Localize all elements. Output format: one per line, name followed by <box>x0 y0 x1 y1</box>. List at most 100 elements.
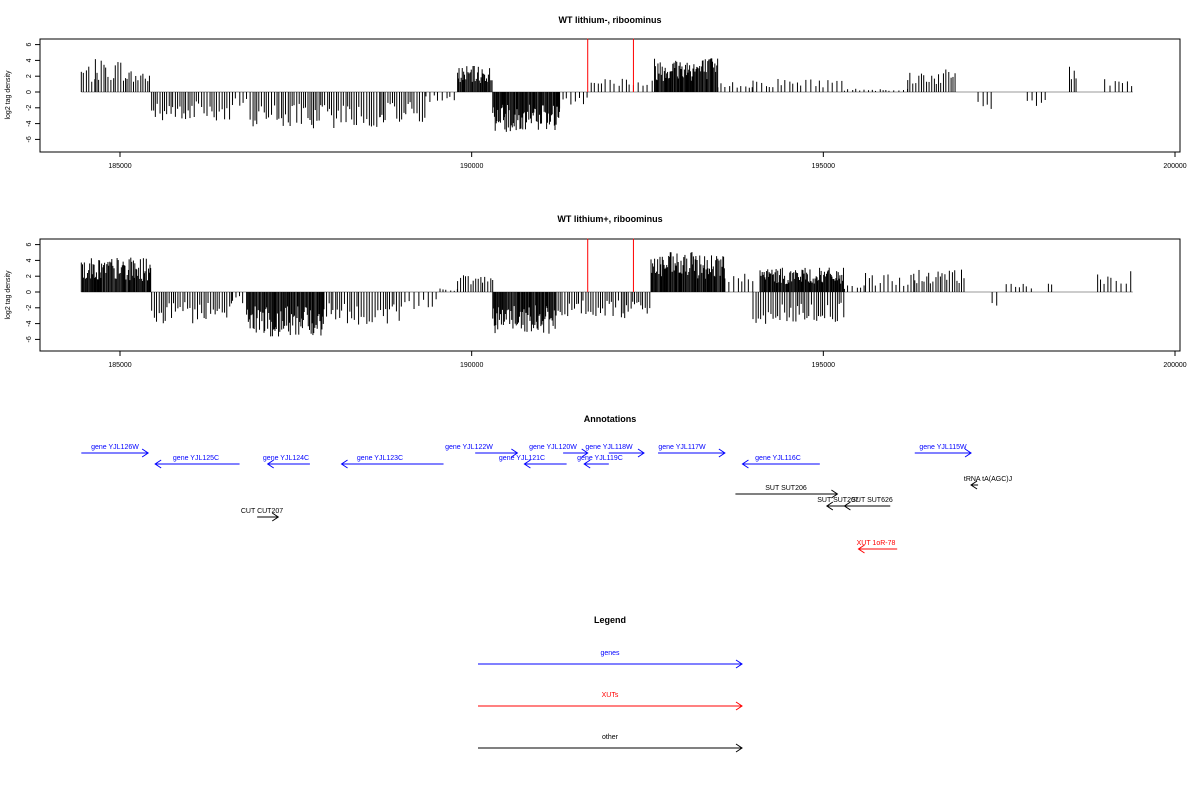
annotation-feature: SUT SUT206 <box>735 485 839 499</box>
bars-layer <box>80 38 1133 132</box>
arrow-head <box>583 459 591 469</box>
annotation-feature: gene YJL115W <box>914 444 972 458</box>
legend-entries: genes XUTs other <box>478 650 743 753</box>
annotation-feature: gene YJL118W <box>585 444 645 458</box>
feature-label: gene YJL119C <box>577 455 623 462</box>
annotation-feature: gene YJL126W <box>81 444 150 458</box>
x-tick-label: 185000 <box>108 163 131 170</box>
annotation-feature: gene YJL122W <box>445 444 519 458</box>
annotation-feature: tRNA tA(AGC)J <box>964 476 1012 490</box>
y-tick-label: 6 <box>26 43 33 47</box>
arrow-head <box>141 448 150 458</box>
legend-label: XUTs <box>602 692 619 699</box>
track-title: WT lithium+, riboominus <box>557 214 662 224</box>
annotation-feature: CUT CUT207 <box>241 508 283 522</box>
feature-label: gene YJL123C <box>357 455 403 462</box>
arrow-head <box>825 501 834 511</box>
x-tick-label: 195000 <box>812 362 835 369</box>
annotation-feature: gene YJL121C <box>499 455 567 469</box>
y-tick-label: 4 <box>26 258 33 262</box>
y-tick-label: -2 <box>26 305 33 311</box>
arrow-head <box>735 701 743 711</box>
feature-label: gene YJL121C <box>499 455 545 462</box>
legend-label: genes <box>600 650 620 657</box>
legend-label: other <box>602 734 619 741</box>
feature-label: gene YJL124C <box>263 455 309 462</box>
feature-label: SUT SUT626 <box>851 497 893 504</box>
annotation-feature: gene YJL119C <box>577 455 623 469</box>
feature-label: gene YJL126W <box>91 444 139 451</box>
annotation-feature: gene YJL125C <box>154 455 240 469</box>
arrow-head <box>831 489 839 499</box>
axes-layer: -6 -4 -2 0 2 4 6 185000 190000 195000 200000 <box>26 243 1187 369</box>
annotation-feature: gene YJL117W <box>658 444 726 458</box>
y-tick-label: -4 <box>26 120 33 126</box>
y-axis-label: log2 tag density <box>5 270 12 320</box>
annotation-features: gene YJL126W gene YJL125C gene YJL124C gene… <box>81 444 1012 554</box>
x-tick-label: 190000 <box>460 362 483 369</box>
feature-label: gene YJL118W <box>585 444 633 451</box>
annotation-feature: gene YJL120W <box>529 444 589 458</box>
feature-label: gene YJL115W <box>919 444 967 451</box>
arrow-head <box>637 448 645 458</box>
feature-label: SUT SUT206 <box>765 485 807 492</box>
arrow-head <box>581 448 589 458</box>
annotation-feature: XUT 1oR-78 <box>857 540 898 554</box>
bars-layer <box>80 238 1133 337</box>
feature-label: gene YJL120W <box>529 444 577 451</box>
feature-label: tRNA tA(AGC)J <box>964 476 1012 483</box>
feature-label: SUT SUT207 <box>817 497 859 504</box>
arrow-head <box>735 743 743 753</box>
y-axis-label: log2 tag density <box>5 70 12 120</box>
x-tick-label: 185000 <box>108 362 131 369</box>
y-tick-label: 4 <box>26 58 33 62</box>
annotation-feature: gene YJL124C <box>263 455 310 469</box>
y-tick-label: 0 <box>26 90 33 94</box>
annotation-feature: gene YJL116C <box>741 455 820 469</box>
x-tick-label: 200000 <box>1163 362 1186 369</box>
x-tick-label: 200000 <box>1163 163 1186 170</box>
arrow-head <box>970 480 978 490</box>
feature-label: gene YJL125C <box>173 455 219 462</box>
x-tick-label: 195000 <box>812 163 835 170</box>
y-tick-label: 0 <box>26 290 33 294</box>
legend-entry: other <box>478 734 743 753</box>
y-tick-label: -2 <box>26 105 33 111</box>
plot-frame <box>39 38 1181 153</box>
arrow-head <box>857 544 865 554</box>
annotations-title: Annotations <box>584 414 637 424</box>
track-title: WT lithium-, riboominus <box>559 15 662 25</box>
legend-entry: XUTs <box>478 692 743 711</box>
x-tick-label: 190000 <box>460 163 483 170</box>
arrow-head <box>266 459 274 469</box>
axes-layer: -6 -4 -2 0 2 4 6 185000 190000 195000 200000 <box>26 43 1187 170</box>
feature-label: gene YJL117W <box>658 444 706 451</box>
arrow-head <box>523 459 531 469</box>
plot-frame <box>39 238 1181 352</box>
arrow-head <box>735 659 743 669</box>
y-tick-label: -4 <box>26 320 33 326</box>
arrow-head <box>340 459 348 469</box>
legend-entry: genes <box>478 650 743 669</box>
track-panel-lithium-plus: WT lithium+, riboominus log2 tag density… <box>5 214 1187 369</box>
annotation-feature: SUT SUT626 <box>843 497 893 511</box>
arrow-head <box>271 512 280 522</box>
arrow-head <box>964 448 972 458</box>
feature-label: XUT 1oR-78 <box>857 540 896 547</box>
y-tick-label: 2 <box>26 74 33 78</box>
arrow-head <box>843 501 851 511</box>
y-tick-label: 6 <box>26 243 33 247</box>
track-panel-lithium-minus: WT lithium-, riboominus log2 tag density… <box>5 15 1187 170</box>
arrow-head <box>741 459 749 469</box>
arrow-head <box>511 448 519 458</box>
feature-label: gene YJL122W <box>445 444 493 451</box>
feature-label: gene YJL116C <box>755 455 801 462</box>
legend-title: Legend <box>594 615 626 625</box>
arrow-head <box>154 459 162 469</box>
arrow-head <box>718 448 726 458</box>
feature-label: CUT CUT207 <box>241 508 283 515</box>
annotation-feature: gene YJL123C <box>340 455 444 469</box>
y-tick-label: -6 <box>26 336 33 342</box>
